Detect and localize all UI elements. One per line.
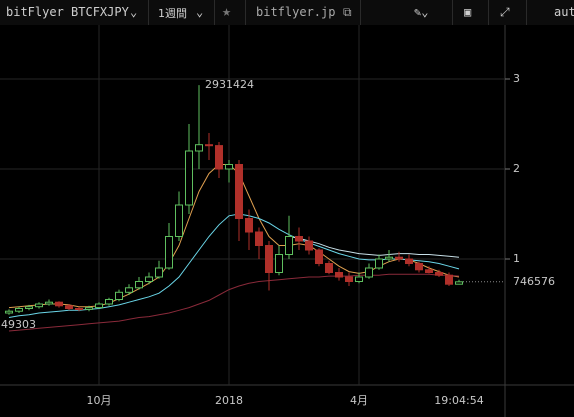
interval[interactable]: 1週間 <box>158 7 187 20</box>
moving-average <box>8 213 460 318</box>
candle-body <box>395 256 403 260</box>
candle-body <box>105 299 113 305</box>
candle-body <box>125 287 133 293</box>
x-tick-label: 10月 <box>87 394 112 407</box>
left-label: 549303 <box>0 318 36 331</box>
y-tick-label: 2 <box>513 162 520 175</box>
y-tick-label: 3 <box>513 72 520 85</box>
chart-icon[interactable]: ▣ <box>464 5 472 19</box>
candle-body <box>15 308 23 312</box>
candle-body <box>305 240 313 251</box>
candle-body <box>375 258 383 269</box>
caret[interactable]: ⌄ <box>196 5 204 19</box>
candle-body <box>85 307 93 310</box>
auth[interactable]: aut <box>554 5 574 19</box>
candle-body <box>355 276 363 282</box>
candle-body <box>145 276 153 282</box>
candle-body <box>285 236 293 255</box>
candle-body <box>345 276 353 282</box>
candle-body <box>365 267 373 278</box>
candle-body <box>45 301 53 305</box>
candle-body <box>335 272 343 278</box>
site[interactable]: bitflyer.jp <box>256 5 336 19</box>
candle-body <box>65 305 73 309</box>
candle-body <box>35 303 43 308</box>
candle-body <box>295 236 303 242</box>
x-tick-label: 2018 <box>215 394 243 407</box>
x-tick-label: 4月 <box>350 394 368 407</box>
fullscreen-icon[interactable]: ⤢ <box>500 5 510 19</box>
peak-label: 2931424 <box>205 78 254 91</box>
moving-average <box>8 273 460 332</box>
symbol[interactable]: bitFlyer BTCFXJPY <box>6 5 129 19</box>
crosshair-time: 19:04:54 <box>434 394 483 407</box>
candle-body <box>135 281 143 289</box>
crosshair-time-box <box>428 392 490 410</box>
candle-body <box>445 274 453 285</box>
candle-body <box>235 164 243 219</box>
candle-body <box>315 249 323 264</box>
candle-body <box>435 272 443 276</box>
candle-body <box>255 231 263 246</box>
candle-body <box>95 303 103 309</box>
star-icon[interactable]: ★ <box>222 2 232 20</box>
candle-body <box>385 256 393 260</box>
moving-average <box>288 236 460 258</box>
candle-body <box>155 267 163 278</box>
moving-average <box>8 164 460 309</box>
candle-body <box>455 281 463 285</box>
candle-body <box>75 308 83 310</box>
candle-body <box>165 236 173 269</box>
candle-body <box>25 306 33 310</box>
candle-body <box>405 258 413 264</box>
toolbar: bitFlyer BTCFXJPY ⌄ 1週間 ⌄ ★ bitflyer.jp … <box>0 0 574 25</box>
pencil-icon[interactable]: ✎⌄ <box>414 5 429 19</box>
candle-body <box>5 310 13 314</box>
candle-body <box>425 269 433 273</box>
candle-body <box>185 150 193 206</box>
candle-body <box>265 245 273 273</box>
candle-body <box>115 291 123 300</box>
candle-body <box>225 164 233 170</box>
candle-body <box>55 301 63 307</box>
candle-body <box>275 254 283 273</box>
candle-body <box>245 218 253 233</box>
last-price-label: 746576 <box>513 275 555 288</box>
candle-body <box>415 263 423 271</box>
caret[interactable]: ⌄ <box>130 5 138 19</box>
candle-body <box>325 263 333 273</box>
copy-icon[interactable]: ⧉ <box>343 5 352 19</box>
candle-body <box>195 144 203 152</box>
candle-body <box>205 144 213 147</box>
candle-body <box>215 145 223 170</box>
y-tick-label: 1 <box>513 252 520 265</box>
candle-body <box>175 204 183 237</box>
